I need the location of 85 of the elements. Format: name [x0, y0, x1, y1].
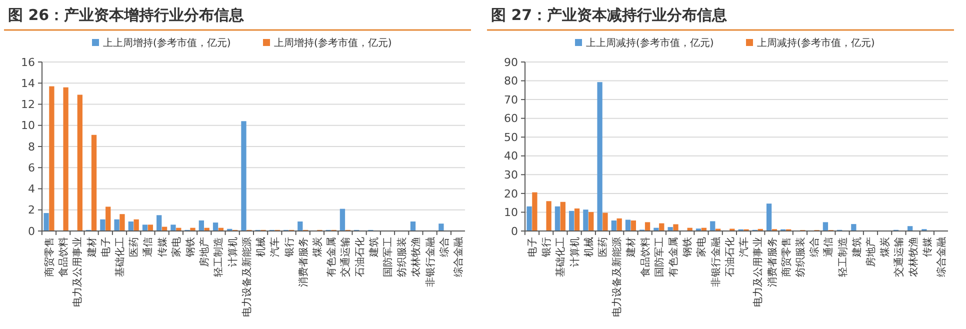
x-tick-label: 煤炭: [879, 237, 892, 257]
x-tick-label: 建筑: [368, 237, 380, 258]
x-tick-label: 煤炭: [311, 237, 324, 257]
x-tick-label: 石油石化: [354, 237, 366, 277]
y-tick-label: 30: [504, 168, 518, 182]
x-tick-label: 轻工制造: [836, 237, 849, 277]
x-tick-label: 医药: [128, 237, 140, 257]
x-tick-label: 农林牧渔: [410, 237, 422, 277]
x-tick-label: 商贸零售: [780, 237, 792, 277]
x-tick-label: 电子: [100, 237, 112, 257]
x-tick-label: 机械: [582, 237, 595, 257]
x-tick-label: 有色金属: [326, 237, 338, 277]
x-tick-label: 综合金融: [452, 237, 465, 277]
x-tick-label: 交通运输: [340, 237, 352, 277]
x-tick-label: 交通运输: [893, 237, 906, 277]
x-tick-label: 国防军工: [653, 237, 666, 277]
x-tick-label: 汽车: [738, 237, 750, 257]
x-tick-label: 建筑: [850, 237, 863, 258]
x-tick-label: 电力及公用事业: [752, 237, 764, 307]
x-tick-label: 轻工制造: [212, 237, 225, 277]
y-tick-label: 16: [21, 56, 35, 69]
y-tick-label: 6: [28, 161, 35, 174]
x-tick-label: 传媒: [157, 237, 168, 257]
x-tick-label: 非银行金融: [710, 237, 722, 287]
legend-label: 上上周减持(参考市值，亿元): [586, 37, 714, 49]
legend-label: 上周增持(参考市值，亿元): [274, 37, 392, 49]
y-tick-label: 80: [504, 74, 518, 88]
x-tick-label: 综合: [438, 237, 450, 257]
legend-label: 上上周增持(参考市值，亿元): [103, 37, 231, 49]
x-tick-label: 食品饮料: [58, 237, 70, 277]
legend-label: 上周减持(参考市值，亿元): [757, 37, 875, 49]
chart-title: 图 27：产业资本减持行业分布信息: [491, 6, 728, 24]
x-tick-label: 综合金融: [936, 237, 948, 277]
x-tick-label: 通信: [822, 237, 835, 257]
y-tick-label: 50: [504, 130, 518, 144]
y-tick-label: 2: [28, 204, 35, 217]
y-tick-label: 70: [504, 93, 518, 106]
x-tick-label: 钢铁: [682, 237, 694, 258]
x-tick-label: 纺织服装: [794, 237, 806, 277]
x-tick-label: 电力设备及新能源: [240, 237, 253, 317]
x-tick-label: 有色金属: [668, 237, 680, 277]
x-tick-label: 电子: [526, 237, 538, 257]
chart-title: 图 26：产业资本增持行业分布信息: [8, 6, 246, 24]
x-tick-label: 农林牧渔: [907, 237, 920, 277]
y-tick-label: 20: [504, 187, 518, 200]
x-tick-label: 电力及公用事业: [72, 237, 84, 307]
x-tick-label: 电力设备及新能源: [611, 237, 624, 317]
x-tick-label: 消费者服务: [297, 237, 310, 287]
x-tick-label: 基础化工: [114, 237, 126, 277]
y-tick-label: 0: [511, 224, 518, 238]
x-tick-label: 通信: [142, 237, 154, 257]
y-tick-label: 60: [504, 112, 518, 126]
x-tick-label: 银行: [542, 237, 553, 258]
x-tick-label: 国防军工: [382, 237, 394, 277]
x-tick-label: 医药: [597, 237, 610, 257]
x-tick-label: 石油石化: [724, 237, 736, 277]
y-tick-label: 12: [21, 98, 35, 112]
y-tick-label: 10: [504, 206, 518, 220]
y-tick-label: 4: [28, 182, 35, 196]
y-tick-label: 14: [21, 76, 35, 90]
x-tick-label: 钢铁: [184, 237, 197, 258]
x-tick-label: 纺织服装: [396, 237, 408, 277]
x-tick-label: 房地产: [864, 237, 877, 267]
x-tick-label: 家电: [696, 237, 708, 257]
y-tick-label: 10: [21, 119, 35, 132]
x-tick-label: 综合: [808, 237, 821, 257]
x-tick-label: 消费者服务: [766, 237, 778, 287]
x-tick-label: 计算机: [568, 237, 581, 267]
x-tick-label: 非银行金融: [424, 237, 436, 287]
x-tick-label: 家电: [170, 237, 182, 257]
x-tick-label: 汽车: [269, 237, 282, 257]
x-tick-label: 建材: [86, 237, 98, 258]
x-tick-label: 机械: [255, 237, 268, 257]
y-tick-label: 40: [504, 150, 518, 163]
x-tick-label: 建材: [625, 237, 638, 258]
x-tick-label: 传媒: [922, 237, 934, 257]
x-tick-label: 基础化工: [554, 237, 567, 277]
x-tick-label: 银行: [284, 237, 296, 258]
x-tick-label: 商贸零售: [43, 237, 56, 277]
y-tick-label: 0: [28, 224, 35, 238]
y-tick-label: 8: [28, 140, 35, 154]
x-tick-label: 房地产: [198, 237, 211, 267]
y-tick-label: 90: [504, 56, 518, 69]
x-tick-label: 食品饮料: [639, 237, 652, 277]
x-tick-label: 计算机: [226, 237, 239, 267]
